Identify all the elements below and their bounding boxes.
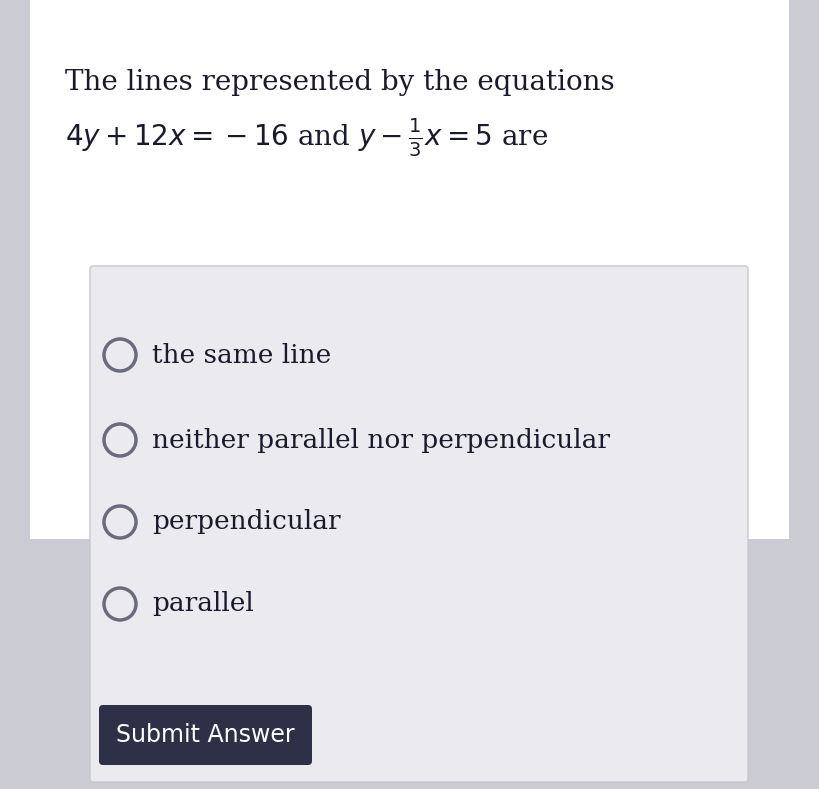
FancyBboxPatch shape [90,266,748,782]
Text: $4y + 12x = -16$ and $y - \frac{1}{3}x = 5$ are: $4y + 12x = -16$ and $y - \frac{1}{3}x =… [65,117,548,159]
FancyBboxPatch shape [99,705,312,765]
FancyBboxPatch shape [30,0,789,539]
Text: parallel: parallel [152,592,254,616]
Text: the same line: the same line [152,342,331,368]
Text: perpendicular: perpendicular [152,510,341,534]
Text: neither parallel nor perpendicular: neither parallel nor perpendicular [152,428,610,453]
Text: Submit Answer: Submit Answer [116,723,295,747]
Text: The lines represented by the equations: The lines represented by the equations [65,69,614,96]
